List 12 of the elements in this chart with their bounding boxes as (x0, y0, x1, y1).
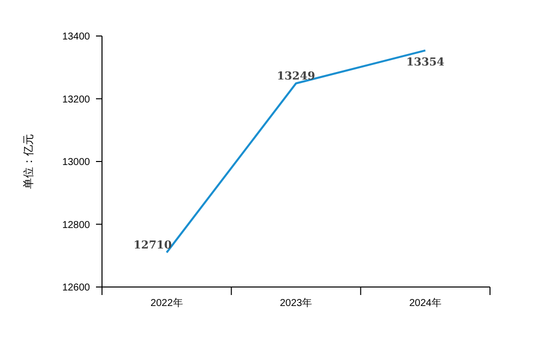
x-tick-label: 2023年 (280, 297, 312, 309)
y-tick-label: 13200 (62, 94, 90, 106)
y-tick-label: 12800 (62, 220, 90, 231)
x-tick-label: 2024年 (409, 297, 442, 309)
data-label: 13249 (276, 69, 316, 82)
y-tick-label: 13000 (62, 157, 90, 168)
data-label: 13354 (406, 55, 445, 68)
data-label: 12710 (134, 238, 172, 252)
y-tick-label: 12600 (62, 282, 90, 294)
y-tick-label: 13400 (62, 32, 90, 42)
y-axis-title: 单位：亿元 (22, 134, 35, 189)
x-tick-label: 2022年 (150, 297, 183, 309)
